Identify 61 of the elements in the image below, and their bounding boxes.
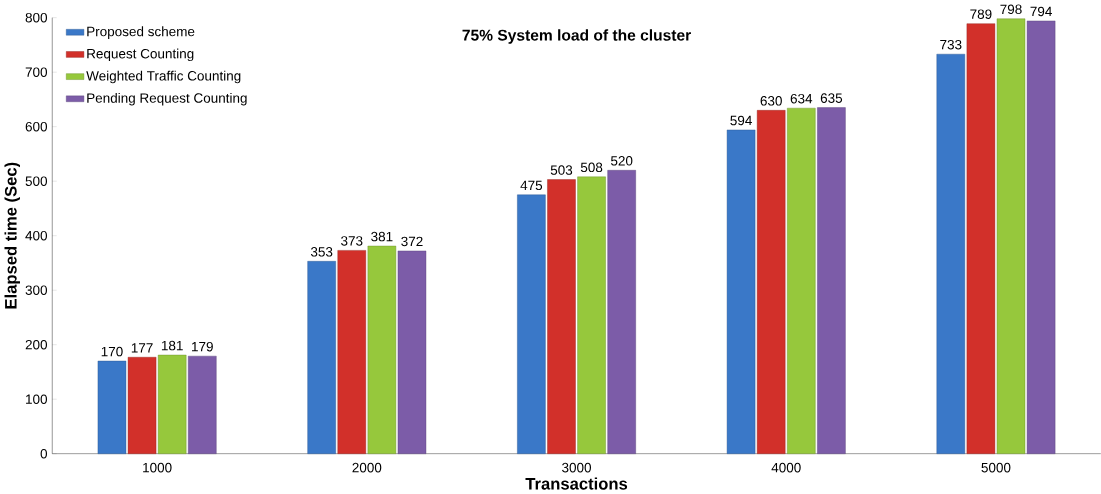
x-tick-label: 2000 (352, 462, 382, 473)
data-label: 635 (820, 93, 843, 103)
bar (188, 355, 217, 454)
data-label: 372 (401, 236, 423, 247)
data-label: 373 (341, 236, 363, 246)
x-axis-title: Transactions (525, 477, 628, 490)
y-tick-label: 600 (25, 121, 48, 132)
bar (787, 107, 816, 454)
data-label: 520 (610, 155, 633, 166)
y-tick-label: 500 (25, 176, 48, 186)
y-tick-label: 700 (25, 67, 48, 77)
bar (577, 176, 606, 454)
y-tick-label: 0 (40, 448, 48, 459)
legend-label: Weighted Traffic Counting (86, 70, 241, 84)
legend-label: Request Counting (87, 48, 194, 62)
data-label: 381 (371, 231, 393, 242)
y-tick-label: 300 (25, 285, 48, 295)
bar (936, 53, 966, 454)
bar (337, 250, 366, 454)
legend-label: Proposed scheme (87, 26, 195, 39)
bar (157, 354, 187, 454)
x-tick-label: 1000 (143, 462, 172, 473)
text: 75% System load of the cluster (462, 29, 691, 44)
y-tick-label: 200 (25, 339, 48, 350)
data-label: 177 (131, 343, 153, 353)
bar (726, 129, 756, 454)
data-label: 634 (790, 93, 813, 104)
data-label: 789 (970, 9, 992, 19)
data-label: 170 (101, 346, 123, 357)
bar (756, 110, 786, 454)
y-tick-label: 100 (26, 394, 48, 404)
x-tick-label: 3000 (562, 462, 592, 473)
data-label: 179 (192, 341, 213, 352)
data-label: 353 (310, 246, 333, 257)
data-label: 594 (730, 115, 752, 126)
data-label: 794 (1030, 6, 1052, 17)
bar (97, 360, 127, 454)
y-tick-label: 400 (25, 230, 48, 241)
legend-label: Pending Request Counting (87, 92, 247, 106)
bar (367, 245, 397, 454)
data-label: 181 (161, 340, 183, 351)
bar (307, 261, 336, 454)
bar (966, 23, 996, 454)
bar (996, 18, 1026, 454)
y-axis-title: Elapsed time (Sec) (4, 162, 20, 309)
bar (127, 356, 157, 454)
x-tick-label: 4000 (771, 462, 801, 473)
y-tick-label: 800 (25, 12, 48, 23)
bar (607, 170, 636, 454)
data-label: 475 (520, 180, 543, 191)
x-tick-label: 5000 (981, 462, 1011, 473)
bar (817, 107, 846, 454)
bar (547, 179, 576, 454)
data-label: 503 (550, 165, 573, 175)
data-label: 630 (760, 96, 782, 106)
data-label: 798 (1000, 4, 1022, 14)
bar (1026, 20, 1056, 454)
bar (397, 250, 427, 454)
data-label: 508 (580, 162, 603, 173)
data-label: 733 (940, 39, 962, 50)
bar (517, 194, 546, 454)
